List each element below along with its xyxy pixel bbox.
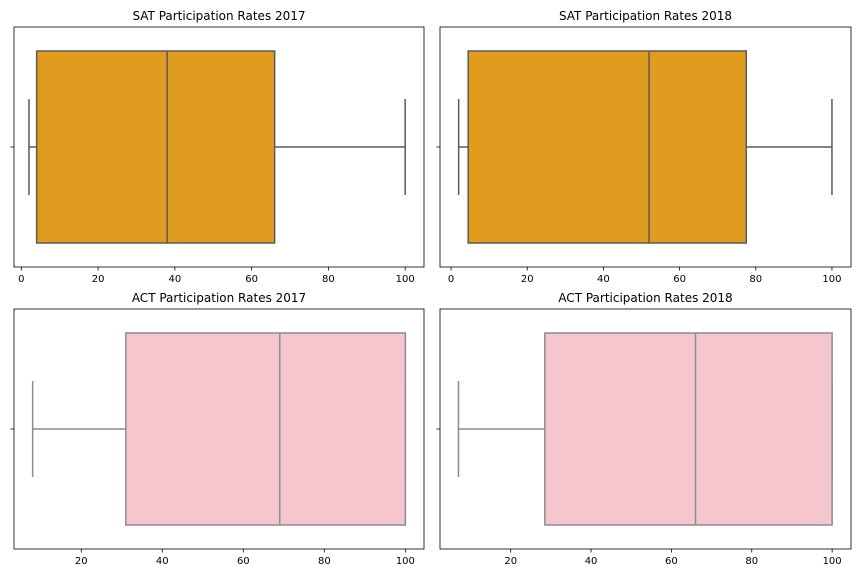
x-tick-label: 60 — [245, 274, 258, 285]
iqr-box — [35, 50, 276, 244]
x-tick-label: 80 — [318, 556, 331, 567]
x-tick-label: 20 — [521, 274, 534, 285]
x-tick-label: 0 — [448, 274, 454, 285]
x-tick-label: 20 — [75, 556, 88, 567]
x-tick-label: 80 — [745, 556, 758, 567]
x-tick-label: 80 — [749, 274, 762, 285]
subplot-title: ACT Participation Rates 2017 — [132, 291, 306, 305]
x-tick-label: 100 — [822, 274, 841, 285]
subplot-title: SAT Participation Rates 2017 — [132, 9, 305, 23]
subplot-4: ACT Participation Rates 2018 20 40 60 80 100 — [436, 291, 852, 567]
x-tick-label: 100 — [396, 556, 415, 567]
x-tick-label: 80 — [322, 274, 335, 285]
x-tick-label: 60 — [665, 556, 678, 567]
x-tick-label: 40 — [585, 556, 598, 567]
x-tick-label: 60 — [673, 274, 686, 285]
x-tick-label: 100 — [823, 556, 842, 567]
x-tick-label: 40 — [597, 274, 610, 285]
subplot-1: SAT Participation Rates 2017 0 20 40 60 80 100 — [10, 9, 425, 285]
x-tick-label: 40 — [168, 274, 181, 285]
iqr-box — [544, 332, 833, 526]
x-tick-label: 20 — [504, 556, 517, 567]
subplot-2: SAT Participation Rates 2018 0 20 40 60 80 100 — [436, 9, 852, 285]
subplot-3: ACT Participation Rates 2017 20 40 60 80 100 — [10, 291, 425, 567]
x-tick-label: 100 — [396, 274, 415, 285]
x-tick-label: 40 — [156, 556, 169, 567]
subplot-title: ACT Participation Rates 2018 — [558, 291, 732, 305]
x-tick-label: 20 — [92, 274, 105, 285]
x-tick-label: 0 — [18, 274, 24, 285]
iqr-box — [125, 332, 407, 526]
x-tick-label: 60 — [237, 556, 250, 567]
iqr-box — [467, 50, 748, 244]
subplot-title: SAT Participation Rates 2018 — [559, 9, 732, 23]
